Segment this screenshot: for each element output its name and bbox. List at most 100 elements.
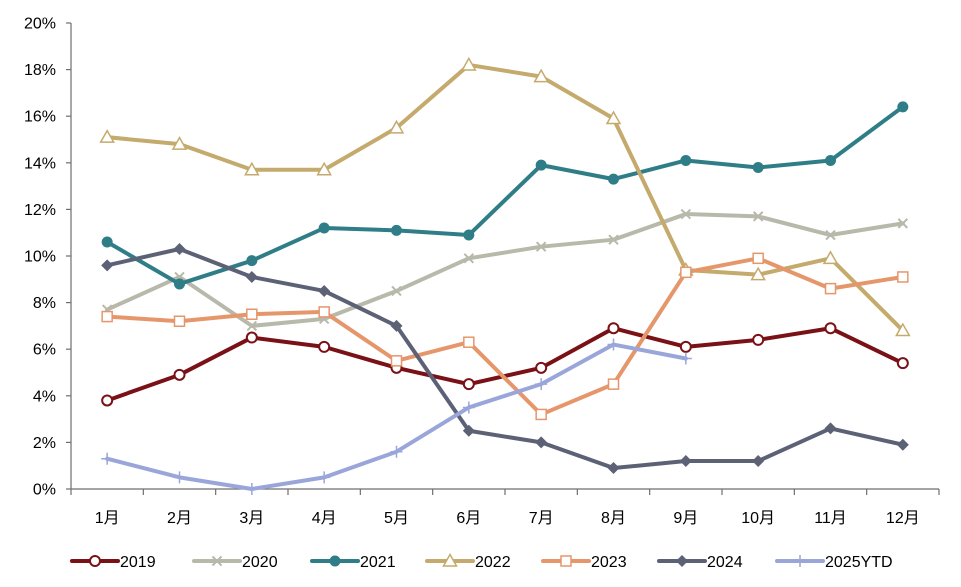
point-2024-3 bbox=[245, 270, 258, 283]
point-2023-3 bbox=[246, 308, 258, 320]
point-2024-9 bbox=[679, 455, 692, 468]
point-2023-6 bbox=[463, 336, 475, 348]
point-2022-6 bbox=[461, 56, 477, 71]
y-tick-label: 16% bbox=[24, 109, 56, 126]
series-line-2023 bbox=[105, 256, 905, 417]
legend-label: 2019 bbox=[120, 554, 156, 571]
x-tick-label: 5月 bbox=[384, 510, 409, 527]
marker-glyph bbox=[101, 452, 114, 465]
marker-glyph bbox=[535, 378, 548, 391]
point-2025YTD-4 bbox=[318, 471, 331, 484]
x-tick-label: 2月 bbox=[167, 510, 192, 527]
point-2024-2 bbox=[173, 243, 186, 256]
point-2024-6 bbox=[462, 424, 475, 437]
point-2023-11 bbox=[824, 282, 837, 295]
point-2019-6 bbox=[462, 378, 475, 391]
marker-glyph bbox=[462, 401, 475, 414]
legend-item-2024: 2024 bbox=[657, 554, 743, 571]
marker-glyph bbox=[463, 253, 475, 264]
legend-marker bbox=[794, 555, 806, 567]
marker-glyph bbox=[391, 285, 402, 297]
legend-marker bbox=[89, 555, 101, 567]
series-line-2019 bbox=[105, 326, 905, 403]
point-2021-7 bbox=[535, 159, 547, 171]
point-2021-10 bbox=[752, 161, 764, 173]
point-2022-1 bbox=[99, 129, 115, 143]
legend-marker bbox=[329, 555, 341, 567]
point-2022-8 bbox=[605, 110, 622, 125]
point-2020-8 bbox=[608, 234, 619, 245]
point-2023-7 bbox=[535, 408, 547, 421]
point-2022-4 bbox=[316, 161, 332, 176]
point-2021-3 bbox=[246, 255, 258, 267]
x-tick-label: 3月 bbox=[239, 510, 264, 527]
point-2023-8 bbox=[607, 378, 620, 390]
point-2020-12 bbox=[897, 218, 909, 229]
legend-item-2022: 2022 bbox=[425, 552, 511, 571]
point-2022-5 bbox=[388, 119, 405, 134]
point-2019-11 bbox=[824, 322, 837, 335]
point-2022-11 bbox=[822, 250, 839, 265]
point-2021-9 bbox=[680, 154, 692, 166]
marker-glyph bbox=[752, 211, 764, 222]
point-2023-12 bbox=[897, 271, 909, 283]
point-2025YTD-8 bbox=[607, 338, 620, 351]
x-tick-label: 4月 bbox=[312, 510, 337, 527]
x-tick-label: 9月 bbox=[673, 510, 698, 527]
y-tick-label: 6% bbox=[33, 342, 56, 359]
point-2020-10 bbox=[752, 211, 764, 222]
point-2022-3 bbox=[244, 161, 260, 176]
x-tick-label: 1月 bbox=[95, 510, 120, 527]
marker-glyph bbox=[245, 483, 258, 495]
point-2025YTD-3 bbox=[245, 483, 258, 495]
marker-glyph bbox=[608, 234, 619, 245]
point-2024-12 bbox=[896, 438, 909, 451]
point-2023-5 bbox=[390, 355, 403, 367]
point-2019-4 bbox=[318, 340, 331, 353]
series-2024 bbox=[101, 243, 909, 475]
marker-glyph bbox=[211, 555, 223, 567]
legend-item-2021: 2021 bbox=[310, 554, 396, 571]
y-tick-label: 8% bbox=[33, 295, 56, 312]
x-tick-label: 7月 bbox=[529, 510, 554, 527]
legend-label: 2021 bbox=[360, 554, 396, 571]
point-2021-4 bbox=[318, 222, 330, 234]
legend-item-2020: 2020 bbox=[192, 554, 278, 571]
x-tick-label: 6月 bbox=[456, 510, 481, 527]
y-tick-label: 18% bbox=[24, 62, 56, 79]
point-2023-4 bbox=[318, 306, 330, 318]
series-2025YTD bbox=[101, 338, 692, 495]
y-tick-label: 20% bbox=[24, 16, 56, 33]
point-2023-9 bbox=[680, 266, 692, 279]
point-2022-12 bbox=[895, 322, 911, 337]
point-2021-11 bbox=[825, 154, 836, 166]
series-line-2021 bbox=[105, 104, 905, 286]
point-2025YTD-5 bbox=[390, 445, 403, 458]
point-2019-12 bbox=[896, 357, 909, 370]
x-tick-label: 10月 bbox=[741, 510, 775, 527]
marker-glyph bbox=[535, 241, 547, 252]
point-2024-10 bbox=[752, 455, 765, 468]
point-2024-4 bbox=[318, 284, 331, 297]
legend-label: 2023 bbox=[591, 554, 627, 571]
point-2024-1 bbox=[101, 259, 114, 272]
point-2024-7 bbox=[535, 436, 548, 449]
axes: 0% 2% 4% 6% 8% 10% 12% 14% 16% 18% 20% 1月 2月 3月 4月 5月 6月… bbox=[24, 16, 940, 527]
point-2020-5 bbox=[391, 285, 402, 297]
plot-area bbox=[99, 56, 911, 495]
point-2022-2 bbox=[171, 136, 188, 150]
point-2019-3 bbox=[245, 331, 258, 344]
legend-item-2025YTD: 2025YTD bbox=[775, 554, 893, 571]
point-2024-11 bbox=[824, 422, 837, 435]
series-line-2024 bbox=[105, 247, 905, 471]
point-2025YTD-1 bbox=[101, 452, 114, 465]
point-2021-12 bbox=[897, 101, 909, 113]
point-2024-5 bbox=[390, 319, 403, 332]
series-2021 bbox=[101, 101, 909, 290]
legend-marker bbox=[442, 552, 458, 567]
point-2020-7 bbox=[535, 241, 547, 252]
point-2020-3 bbox=[246, 320, 258, 332]
point-2025YTD-6 bbox=[462, 401, 475, 414]
point-2021-5 bbox=[391, 224, 402, 236]
